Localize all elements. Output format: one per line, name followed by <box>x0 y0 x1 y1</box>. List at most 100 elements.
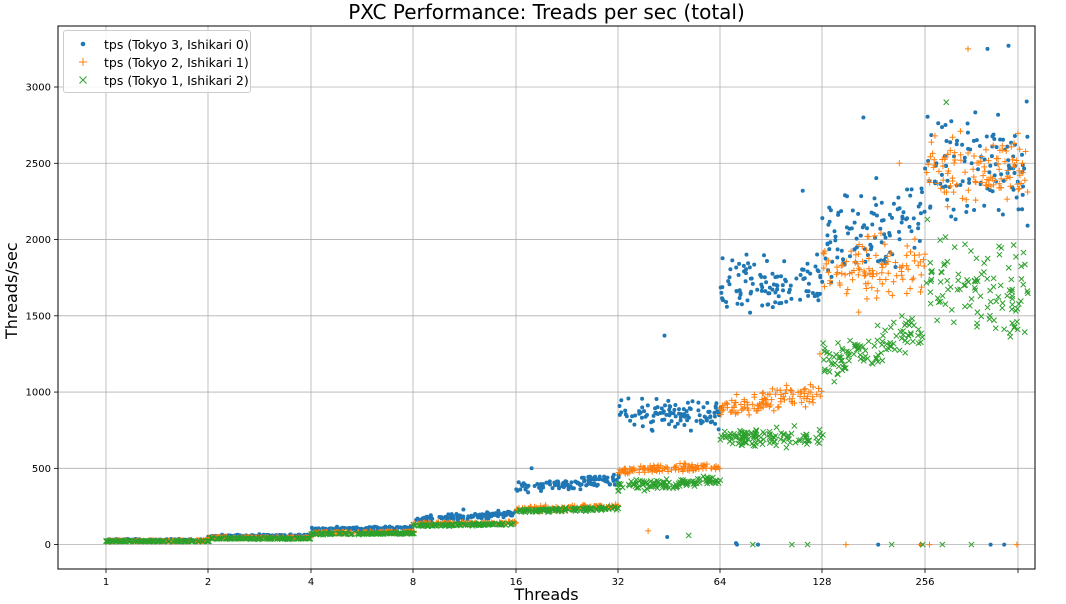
data-point <box>951 149 958 156</box>
data-point <box>965 279 972 285</box>
data-point <box>641 469 648 476</box>
data-point <box>582 507 589 514</box>
data-point <box>1018 180 1025 187</box>
data-point <box>1009 301 1016 308</box>
data-point <box>1009 320 1016 327</box>
data-point <box>897 229 901 234</box>
data-point <box>838 262 845 269</box>
data-point <box>984 304 991 311</box>
data-point <box>965 203 970 208</box>
data-point <box>887 212 892 217</box>
data-point <box>773 424 780 431</box>
data-point <box>113 538 120 545</box>
data-point <box>688 428 693 433</box>
data-point <box>475 522 482 529</box>
data-point <box>882 327 889 334</box>
data-point <box>720 404 727 411</box>
data-point <box>623 408 628 413</box>
data-point <box>752 262 757 267</box>
data-point <box>931 156 938 163</box>
data-point <box>950 319 957 326</box>
x-tick-label: 32 <box>612 577 625 588</box>
data-point <box>915 332 921 339</box>
data-point <box>760 303 765 308</box>
data-point <box>883 340 890 347</box>
data-point <box>746 261 751 266</box>
data-point <box>669 419 674 424</box>
data-point <box>879 280 886 287</box>
data-point <box>870 222 875 227</box>
data-point <box>999 142 1006 149</box>
data-point <box>919 334 926 341</box>
data-point <box>714 401 719 406</box>
x-axis-ticks: 1 2 4 8 16 32 64 128 256 <box>103 569 1019 588</box>
data-point <box>995 161 1002 168</box>
data-point <box>900 216 905 221</box>
data-point <box>748 430 755 437</box>
data-point <box>844 225 849 230</box>
data-point <box>744 271 748 276</box>
data-point <box>777 436 784 443</box>
data-point <box>871 342 878 349</box>
data-point <box>244 535 251 542</box>
data-point <box>781 438 787 445</box>
data-point <box>586 482 591 486</box>
data-point <box>788 398 795 405</box>
data-point <box>236 535 243 542</box>
data-point <box>1009 295 1016 302</box>
data-point <box>750 281 755 286</box>
data-point <box>525 506 532 513</box>
data-point <box>420 521 427 528</box>
data-point <box>865 226 869 231</box>
data-point <box>1025 134 1030 139</box>
data-point <box>756 542 760 547</box>
data-point <box>958 183 963 187</box>
data-point <box>996 147 1003 154</box>
data-point <box>929 150 936 157</box>
data-point <box>1021 329 1028 336</box>
data-point <box>782 259 787 264</box>
data-point <box>742 431 749 437</box>
data-point <box>880 332 886 339</box>
data-point <box>1001 178 1006 183</box>
data-point <box>834 269 841 276</box>
data-point <box>644 486 651 493</box>
data-point <box>977 144 982 148</box>
data-point <box>624 414 629 419</box>
data-point <box>496 508 501 513</box>
data-point <box>1008 276 1015 283</box>
data-point <box>865 255 872 262</box>
data-point <box>774 283 779 288</box>
data-point <box>1004 292 1011 299</box>
data-point <box>564 479 569 484</box>
data-point <box>709 474 716 481</box>
data-point <box>874 358 881 365</box>
data-point <box>437 515 442 519</box>
data-point <box>905 332 912 339</box>
data-point <box>773 442 780 449</box>
data-point <box>517 508 524 515</box>
data-point <box>849 276 856 283</box>
data-point <box>997 282 1004 289</box>
data-point <box>650 462 657 469</box>
data-point <box>964 210 969 214</box>
data-point <box>649 427 654 432</box>
data-point <box>137 538 144 545</box>
data-point <box>804 541 811 548</box>
data-point <box>965 130 970 135</box>
data-point <box>986 316 993 323</box>
data-point <box>928 276 935 283</box>
data-point <box>284 536 291 543</box>
data-point <box>773 275 778 280</box>
data-point <box>918 284 925 291</box>
data-point <box>768 396 775 403</box>
data-point <box>1004 167 1011 174</box>
data-point <box>798 399 805 406</box>
data-point <box>821 368 828 375</box>
y-tick-label: 1000 <box>26 388 51 399</box>
data-point <box>183 538 190 545</box>
data-point <box>797 437 804 444</box>
data-point <box>330 530 337 537</box>
data-point <box>724 304 729 309</box>
data-point <box>884 253 891 260</box>
